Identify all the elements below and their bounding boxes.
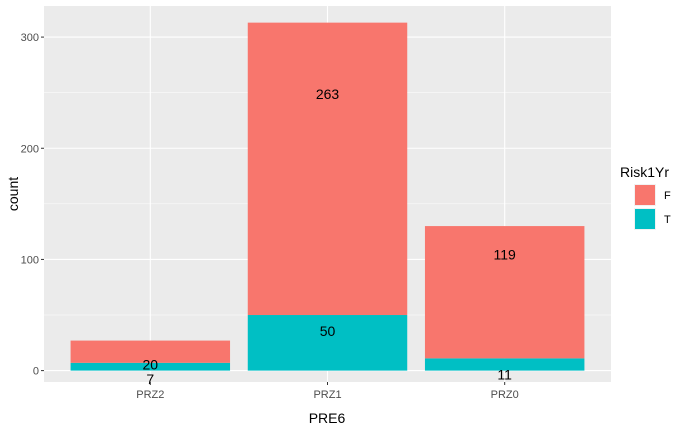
bars: [70, 22, 585, 371]
bar-PRZ1-F: [247, 22, 408, 316]
data-label-PRZ1-T: 50: [320, 323, 336, 339]
data-label-PRZ0-T: 11: [497, 366, 512, 382]
y-tick-label: 300: [21, 32, 39, 44]
legend-label-F: F: [664, 190, 671, 202]
bar-PRZ0-F: [424, 226, 585, 359]
y-axis: 0 100 200 300: [21, 32, 44, 378]
x-tick-label: PRZ0: [491, 389, 519, 401]
legend-key-F: [635, 185, 655, 205]
x-axis-title: PRE6: [309, 410, 346, 426]
data-label-PRZ2-F: 20: [143, 356, 159, 372]
data-label-PRZ2-T: 7: [146, 371, 154, 387]
data-label-PRZ1-F: 263: [316, 86, 340, 102]
x-tick-label: PRZ2: [136, 389, 164, 401]
bar-PRZ2-T: [70, 362, 231, 371]
bar-PRZ2-F: [70, 340, 231, 363]
data-label-PRZ0-F: 119: [494, 246, 517, 262]
bar-PRZ0-T: [424, 358, 585, 371]
y-tick-label: 0: [33, 366, 39, 378]
x-tick-label: PRZ1: [313, 389, 341, 401]
x-axis: PRZ2 PRZ1 PRZ0: [136, 382, 519, 401]
bar-PRZ1-T: [247, 315, 408, 371]
legend: Risk1Yr FT: [620, 164, 671, 230]
legend-key-T: [635, 209, 655, 229]
legend-title: Risk1Yr: [620, 164, 669, 180]
data-labels: 720 50 263 11 119: [143, 86, 517, 387]
y-tick-label: 200: [21, 143, 39, 155]
y-tick-label: 100: [21, 254, 39, 266]
y-axis-title: count: [5, 177, 21, 211]
legend-label-T: T: [664, 214, 671, 226]
